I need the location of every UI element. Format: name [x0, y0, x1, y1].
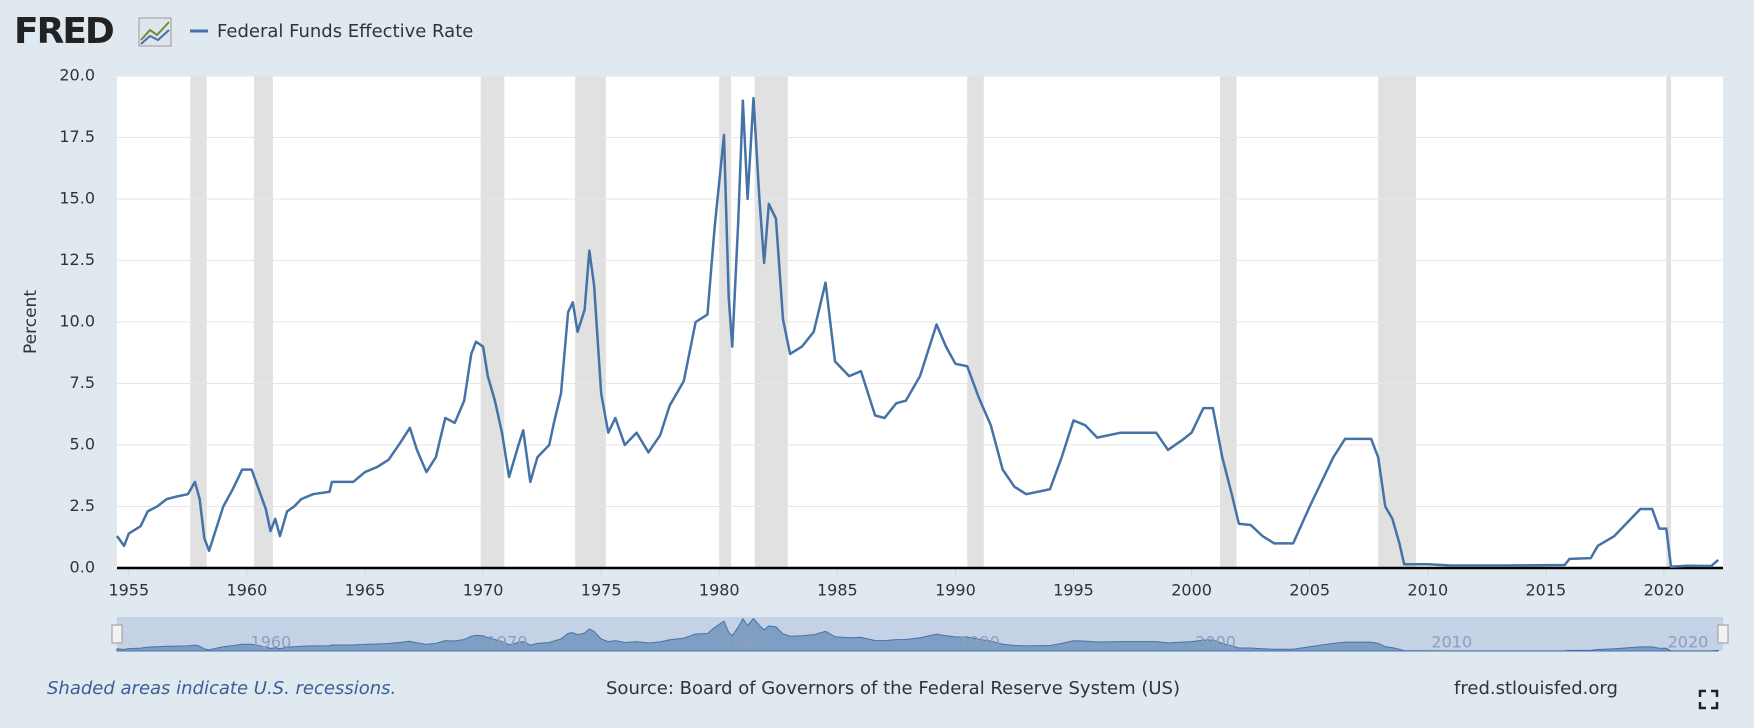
series-line	[115, 96, 1720, 569]
site-url: fred.stlouisfed.org	[1454, 678, 1618, 699]
x-tick-label: 1960	[227, 581, 268, 600]
y-tick-label: 15.0	[59, 189, 95, 208]
y-tick-label: 2.5	[70, 496, 95, 515]
fullscreen-icon[interactable]	[1698, 689, 1719, 710]
x-tick-label: 2015	[1526, 581, 1567, 600]
x-tick-label: 2000	[1171, 581, 1212, 600]
y-tick-label: 10.0	[59, 312, 95, 331]
x-tick-label: 2020	[1644, 581, 1685, 600]
navigator-tick-label: 1970	[487, 633, 528, 652]
navigator-tick-label: 1990	[959, 633, 1000, 652]
navigator-tick-label: 1960	[251, 633, 292, 652]
logo-icon	[138, 17, 172, 47]
y-axis-label: Percent	[21, 290, 41, 354]
x-tick-label: 1970	[463, 581, 504, 600]
x-tick-label: 1985	[817, 581, 858, 600]
y-tick-label: 7.5	[70, 373, 95, 392]
navigator-tick-label: 2010	[1431, 633, 1472, 652]
x-tick-label: 1965	[345, 581, 386, 600]
y-tick-label: 20.0	[59, 66, 95, 85]
x-tick-label: 1975	[581, 581, 622, 600]
navigator-area	[116, 617, 1719, 652]
x-tick-label: 2010	[1407, 581, 1448, 600]
logo: FRED	[14, 11, 113, 52]
x-tick-label: 1990	[935, 581, 976, 600]
navigator-tick-label: 2020	[1668, 633, 1709, 652]
x-tick-label: 1995	[1053, 581, 1094, 600]
navigator-tick-label: 2000	[1195, 633, 1236, 652]
x-tick-label: 1980	[699, 581, 740, 600]
y-tick-label: 17.5	[59, 127, 95, 146]
x-tick-label: 2005	[1289, 581, 1330, 600]
x-tick-label: 1955	[108, 581, 149, 600]
y-tick-label: 12.5	[59, 250, 95, 269]
y-tick-label: 0.0	[70, 558, 95, 577]
navigator-handle[interactable]	[111, 624, 123, 644]
navigator-handle[interactable]	[1717, 624, 1729, 644]
y-tick-label: 5.0	[70, 435, 95, 454]
source: Source: Board of Governors of the Federa…	[606, 678, 1180, 699]
recession-note: Shaded areas indicate U.S. recessions.	[47, 678, 396, 699]
legend-label: Federal Funds Effective Rate	[217, 21, 473, 42]
navigator-tick-label: 1980	[723, 633, 764, 652]
